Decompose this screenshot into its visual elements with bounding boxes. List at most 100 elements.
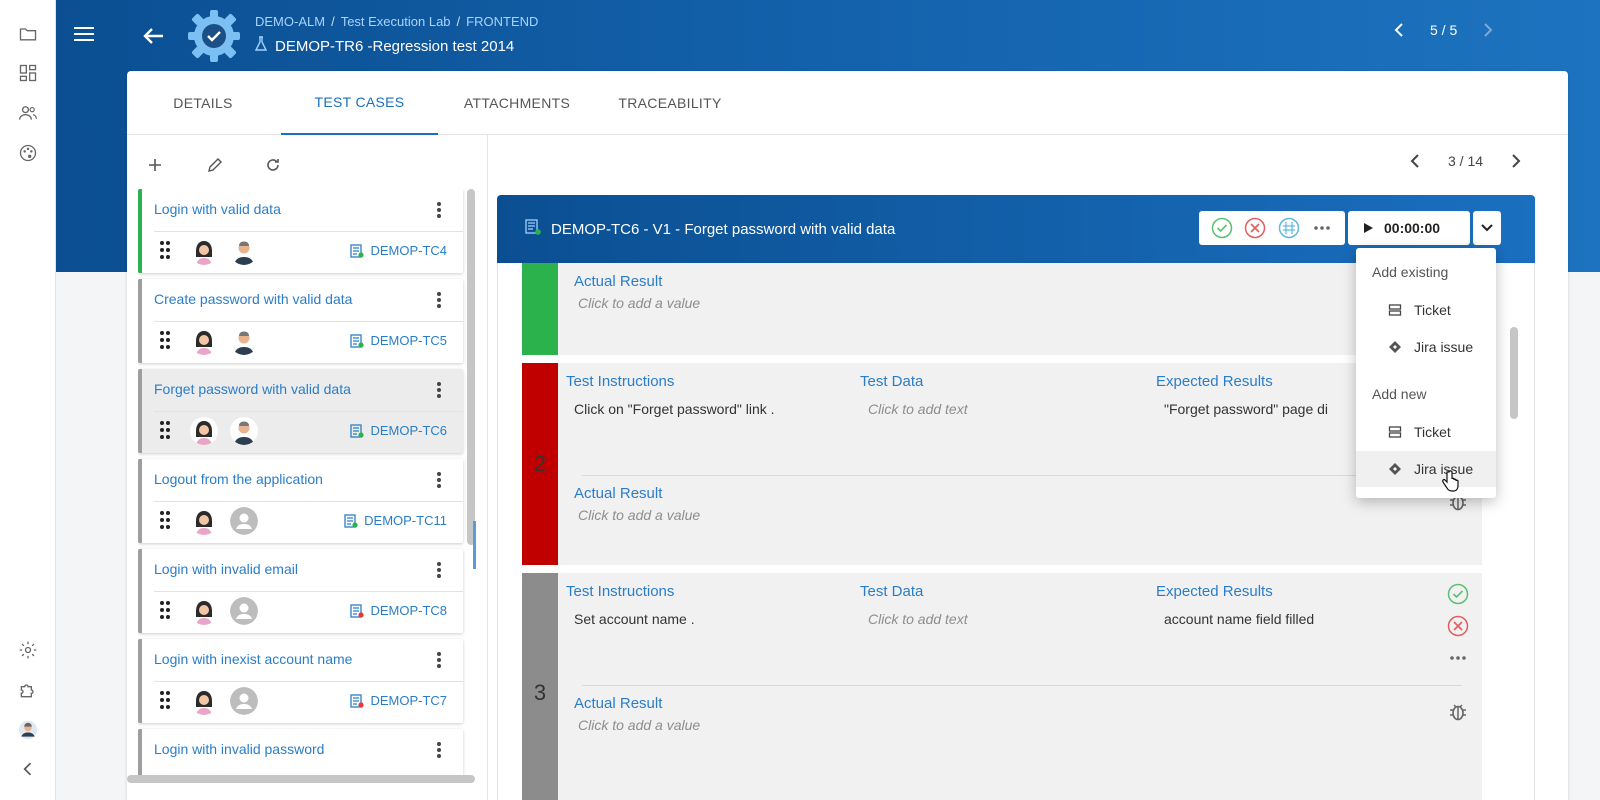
- test-case-card[interactable]: Login with valid data DEMOP-TC4: [138, 189, 463, 273]
- step-instructions-text[interactable]: Set account name .: [574, 611, 695, 627]
- test-case-id[interactable]: DEMOP-TC7: [350, 693, 447, 708]
- status-button-group: [1199, 211, 1345, 245]
- actual-result-input[interactable]: Click to add a value: [578, 507, 701, 523]
- next-run-chevron-icon[interactable]: [1483, 22, 1493, 38]
- folder-icon[interactable]: [16, 22, 40, 46]
- app-logo-icon: [188, 10, 240, 62]
- prev-test-case-chevron-icon[interactable]: [1410, 154, 1420, 168]
- more-vert-icon[interactable]: [429, 739, 449, 761]
- test-case-title[interactable]: Login with invalid email: [154, 561, 298, 577]
- menu-item-new-jira-issue[interactable]: Jira issue: [1356, 451, 1496, 487]
- test-data-input[interactable]: Click to add text: [868, 401, 968, 417]
- test-case-id[interactable]: DEMOP-TC4: [350, 243, 447, 258]
- tab-traceability[interactable]: TRACEABILITY: [618, 95, 722, 111]
- timer-play-button[interactable]: 00:00:00: [1348, 211, 1470, 245]
- pass-check-icon[interactable]: [1209, 215, 1235, 241]
- test-case-pager-count: 3 / 14: [1448, 153, 1484, 169]
- menu-item-new-ticket[interactable]: Ticket: [1356, 414, 1496, 450]
- tab-attachments[interactable]: ATTACHMENTS: [463, 95, 571, 111]
- more-vert-icon[interactable]: [429, 559, 449, 581]
- breadcrumb-lab[interactable]: Test Execution Lab: [340, 14, 451, 29]
- blocked-icon[interactable]: [1276, 215, 1302, 241]
- list-horizontal-scrollbar[interactable]: [127, 775, 475, 783]
- drag-handle-icon[interactable]: [160, 511, 170, 534]
- dashboard-icon[interactable]: [16, 61, 40, 85]
- pass-check-icon[interactable]: [1445, 581, 1471, 607]
- drag-handle-icon[interactable]: [160, 331, 170, 354]
- test-case-title[interactable]: Login with valid data: [154, 201, 281, 217]
- more-vert-icon[interactable]: [429, 199, 449, 221]
- test-case-id[interactable]: DEMOP-TC11: [344, 513, 447, 528]
- expected-results-text[interactable]: account name field filled: [1164, 611, 1315, 627]
- menu-item-existing-jira-issue[interactable]: Jira issue: [1356, 329, 1496, 365]
- test-case-card[interactable]: Login with invalid email DEMOP-TC8: [138, 549, 463, 633]
- actual-result-label: Actual Result: [574, 695, 663, 712]
- test-run-title: DEMOP-TR6 -Regression test 2014: [275, 37, 515, 55]
- menu-section-add-new: Add new: [1372, 386, 1427, 402]
- puzzle-icon[interactable]: [16, 678, 40, 702]
- test-case-list: Login with valid data DEMOP-TC4 Create p…: [138, 189, 468, 779]
- test-case-id[interactable]: DEMOP-TC6: [350, 423, 447, 438]
- test-case-card[interactable]: Create password with valid data DEMOP-TC…: [138, 279, 463, 363]
- palette-icon[interactable]: [16, 141, 40, 165]
- test-case-card[interactable]: Login with inexist account name DEMOP-TC…: [138, 639, 463, 723]
- test-case-id[interactable]: DEMOP-TC8: [350, 603, 447, 618]
- edit-icon[interactable]: [203, 153, 227, 177]
- more-vert-icon[interactable]: [429, 289, 449, 311]
- test-step: Actual Result Click to add a value: [522, 263, 1482, 355]
- tester-avatar: [190, 507, 218, 535]
- list-scrollbar[interactable]: [467, 189, 475, 545]
- assignee-avatar: [230, 327, 258, 355]
- collapse-icon[interactable]: [16, 757, 40, 781]
- test-case-title[interactable]: Login with invalid password: [154, 741, 325, 757]
- actual-result-input[interactable]: Click to add a value: [578, 717, 701, 733]
- left-rail: [0, 0, 56, 800]
- drag-handle-icon[interactable]: [160, 421, 170, 444]
- back-arrow-icon[interactable]: [138, 22, 168, 50]
- menu-icon[interactable]: [74, 26, 94, 47]
- test-case-title[interactable]: Create password with valid data: [154, 291, 353, 307]
- ticket-icon: [1388, 426, 1402, 438]
- steps-scrollbar[interactable]: [1510, 327, 1518, 419]
- timer-dropdown-chevron-icon[interactable]: [1473, 211, 1501, 245]
- test-data-input[interactable]: Click to add text: [868, 611, 968, 627]
- test-case-id[interactable]: DEMOP-TC5: [350, 333, 447, 348]
- more-vert-icon[interactable]: [429, 649, 449, 671]
- settings-icon[interactable]: [16, 638, 40, 662]
- test-case-title[interactable]: Logout from the application: [154, 471, 323, 487]
- drag-handle-icon[interactable]: [160, 601, 170, 624]
- menu-item-existing-ticket[interactable]: Ticket: [1356, 292, 1496, 328]
- people-icon[interactable]: [16, 101, 40, 125]
- breadcrumb-project[interactable]: DEMO-ALM: [255, 14, 326, 29]
- add-icon[interactable]: [143, 153, 167, 177]
- test-case-title[interactable]: Login with inexist account name: [154, 651, 353, 667]
- next-test-case-chevron-icon[interactable]: [1511, 154, 1521, 168]
- run-pager-count: 5 / 5: [1430, 22, 1458, 38]
- fail-x-icon[interactable]: [1242, 215, 1268, 241]
- test-case-card-selected[interactable]: Forget password with valid data DEMOP-TC…: [138, 369, 463, 453]
- fail-x-icon[interactable]: [1445, 613, 1471, 639]
- test-case-card[interactable]: Logout from the application DEMOP-TC11: [138, 459, 463, 543]
- step-status-bar: 3: [522, 573, 558, 800]
- prev-run-chevron-icon[interactable]: [1394, 22, 1404, 38]
- actual-result-input[interactable]: Click to add a value: [578, 295, 701, 311]
- refresh-icon[interactable]: [261, 153, 285, 177]
- test-case-card[interactable]: Login with invalid password: [138, 729, 463, 779]
- step-instructions-text[interactable]: Click on "Forget password" link .: [574, 401, 775, 417]
- expected-results-text[interactable]: "Forget password" page di: [1164, 401, 1329, 417]
- more-vert-icon[interactable]: [429, 379, 449, 401]
- bug-icon[interactable]: [1445, 699, 1471, 725]
- more-horiz-icon[interactable]: [1309, 215, 1335, 241]
- timer-value: 00:00:00: [1384, 220, 1441, 236]
- user-avatar[interactable]: [16, 718, 40, 742]
- tab-details[interactable]: DETAILS: [173, 95, 233, 111]
- more-horiz-icon[interactable]: [1445, 645, 1471, 671]
- drag-handle-icon[interactable]: [160, 691, 170, 714]
- unassigned-avatar-icon: [230, 507, 258, 535]
- more-vert-icon[interactable]: [429, 469, 449, 491]
- breadcrumb-folder[interactable]: FRONTEND: [466, 14, 539, 29]
- tab-test-cases[interactable]: TEST CASES: [281, 71, 438, 135]
- main-card: DETAILS TEST CASES ATTACHMENTS TRACEABIL…: [127, 71, 1568, 800]
- drag-handle-icon[interactable]: [160, 241, 170, 264]
- test-case-title[interactable]: Forget password with valid data: [154, 381, 351, 397]
